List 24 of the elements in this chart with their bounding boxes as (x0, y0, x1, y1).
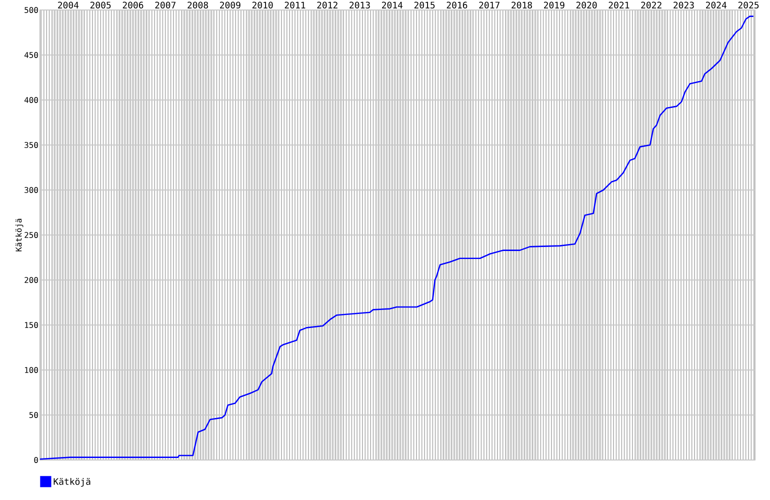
x-tick-label: 2007 (155, 2, 176, 8)
x-tick-label: 2022 (641, 2, 662, 8)
line-series (40, 16, 754, 460)
x-tick-label: 2018 (512, 2, 532, 8)
x-tick-label: 2020 (576, 2, 597, 8)
x-tick-label: 2005 (90, 2, 111, 8)
x-tick-label: 2017 (479, 2, 500, 8)
x-tick-label: 2009 (220, 2, 240, 8)
x-tick-label: 2011 (284, 2, 306, 8)
x-tick-label: 2006 (122, 2, 144, 8)
legend-label: Kätköjä (54, 478, 90, 487)
x-tick-label: 2008 (188, 2, 208, 8)
x-tick-label: 2013 (350, 2, 370, 8)
x-tick-label: 2010 (252, 2, 273, 8)
x-tick-label: 2014 (382, 2, 403, 8)
x-tick-label: 2023 (674, 2, 694, 8)
x-tick-label: 2021 (608, 2, 630, 8)
x-tick-label: 2019 (544, 2, 564, 8)
x-tick-label: 2024 (706, 2, 726, 8)
x-tick-label: 2012 (317, 2, 338, 8)
x-tick-label: 2016 (446, 2, 468, 8)
x-tick-label: 2015 (414, 2, 435, 8)
x-tick-label: 2025 (738, 2, 759, 8)
x-tick-label: 2004 (58, 2, 79, 8)
